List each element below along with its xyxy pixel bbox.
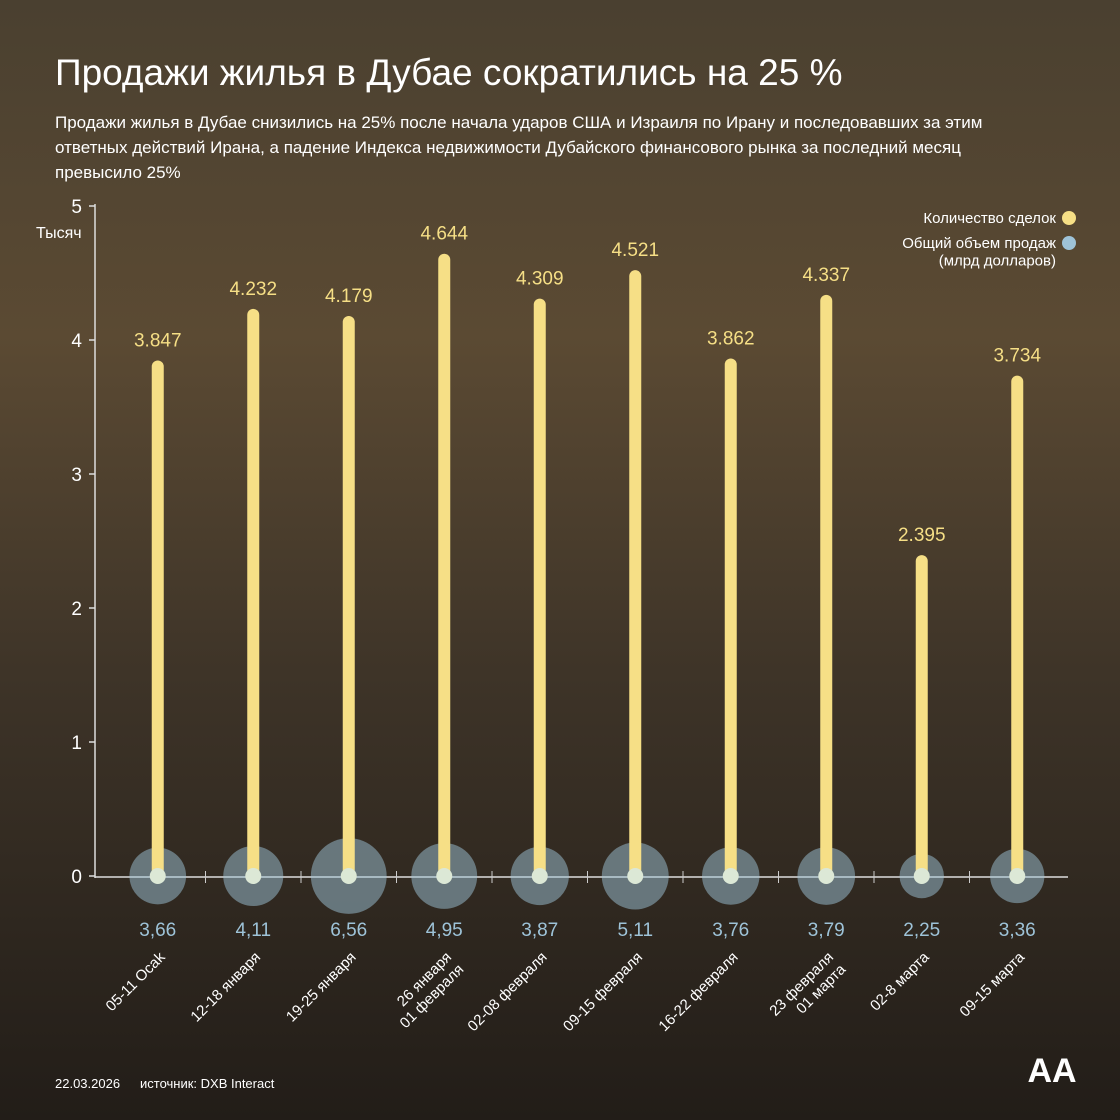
bar — [438, 253, 451, 877]
bar — [820, 294, 833, 876]
y-tick-label: 3 — [71, 465, 82, 486]
legend-swatch — [1062, 211, 1076, 225]
bar — [533, 298, 546, 876]
bar-base — [245, 868, 262, 884]
volume-label: 3,76 — [712, 920, 749, 941]
bar-base — [627, 868, 644, 884]
volume-label: 2,25 — [903, 920, 940, 941]
value-label: 3.847 — [134, 331, 182, 352]
bar-base — [436, 868, 453, 884]
x-tick-label: 23 февраля01 марта — [766, 948, 849, 1031]
bar-base — [913, 868, 930, 884]
volume-label: 4,11 — [235, 920, 271, 941]
chart-subtitle: Продажи жилья в Дубае снизились на 25% п… — [55, 113, 983, 182]
x-tick-label: 02-8 марта — [867, 948, 933, 1014]
y-axis-label: Тысяч — [36, 225, 82, 242]
bar — [724, 358, 737, 876]
legend-label: Общий объем продаж (млрд долларов) — [902, 235, 1056, 269]
bar — [342, 316, 355, 876]
volume-label: 3,36 — [999, 920, 1036, 941]
value-label: 4.309 — [516, 269, 564, 290]
legend-swatch — [1062, 236, 1076, 250]
x-tick-label: 12-18 января — [187, 949, 264, 1026]
volume-label: 3,66 — [139, 920, 176, 941]
value-label: 4.521 — [611, 240, 659, 261]
value-label: 4.232 — [229, 279, 277, 300]
chart-title: Продажи жилья в Дубае сократились на 25 … — [55, 52, 843, 93]
volume-label: 3,79 — [808, 920, 845, 941]
bar-base — [1009, 868, 1026, 884]
x-tick-label: 19-25 января — [283, 949, 360, 1026]
y-tick-label: 0 — [71, 867, 82, 888]
bar-base — [818, 868, 835, 884]
bar — [151, 360, 164, 876]
y-tick-label: 1 — [71, 733, 82, 754]
date: 22.03.2026 — [55, 1076, 120, 1091]
x-tick-label: 09-15 марта — [956, 948, 1028, 1020]
value-label: 3.734 — [993, 346, 1041, 367]
x-tick-label: 05-11 Ocak — [103, 948, 169, 1014]
bar — [1011, 375, 1024, 876]
source: источник: DXB Interact — [140, 1076, 275, 1091]
value-label: 3.862 — [707, 328, 755, 349]
volume-label: 4,95 — [426, 920, 463, 941]
bar — [915, 555, 928, 876]
legend-label: Количество сделок — [923, 210, 1056, 227]
x-tick-label: 02-08 февраля — [464, 949, 550, 1035]
bar — [247, 308, 260, 876]
volume-label: 6,56 — [330, 920, 367, 941]
bar-base — [149, 868, 166, 884]
bar-base — [722, 868, 739, 884]
x-tick-label: 16-22 февраля — [655, 949, 741, 1035]
x-tick-label: 09-15 февраля — [560, 949, 646, 1035]
value-label: 4.644 — [420, 224, 468, 245]
y-tick-label: 4 — [71, 331, 82, 352]
value-label: 2.395 — [898, 525, 946, 546]
logo: AA — [1027, 1052, 1076, 1090]
x-tick-label: 26 января01 февраля — [384, 949, 467, 1032]
y-tick-label: 2 — [71, 599, 82, 620]
value-label: 4.179 — [325, 286, 373, 307]
volume-label: 5,11 — [617, 920, 653, 941]
bar-base — [340, 868, 357, 884]
bar — [629, 270, 642, 876]
y-tick-label: 5 — [71, 197, 82, 218]
volume-label: 3,87 — [521, 920, 558, 941]
value-label: 4.337 — [802, 265, 850, 286]
bar-base — [531, 868, 548, 884]
